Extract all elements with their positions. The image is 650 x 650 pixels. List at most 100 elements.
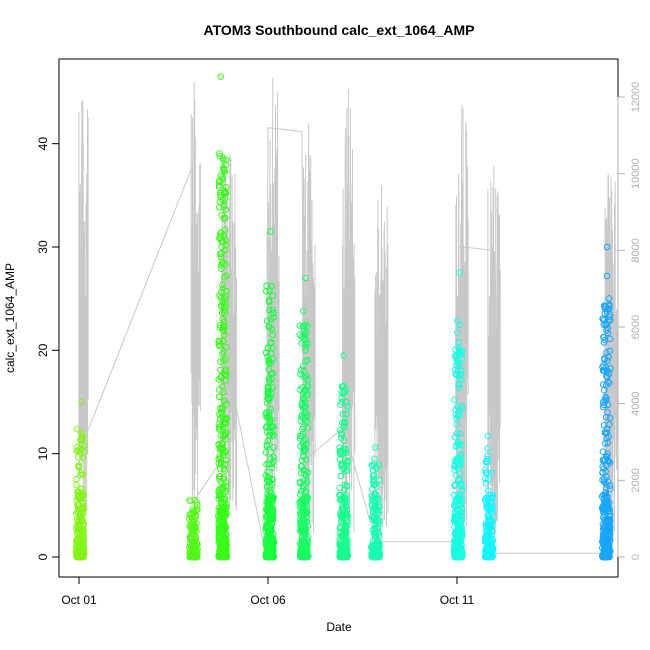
data-point [222, 552, 230, 559]
data-point [599, 403, 607, 411]
data-point [217, 73, 224, 80]
data-point [216, 342, 223, 350]
data-point [599, 469, 607, 476]
data-point [220, 465, 228, 472]
data-point [451, 482, 458, 490]
data-point [264, 475, 272, 482]
data-point [269, 370, 276, 377]
y-tick-label: 0 [36, 553, 50, 560]
data-point [297, 509, 304, 517]
data-point [605, 379, 613, 387]
data-point [301, 551, 309, 559]
data-point [457, 371, 464, 378]
data-point [605, 295, 613, 302]
data-point [302, 274, 309, 282]
data-point [264, 529, 272, 537]
data-point [302, 336, 309, 344]
data-point [268, 429, 275, 437]
data-point [265, 357, 273, 365]
data-point [223, 343, 230, 351]
data-point [339, 383, 347, 390]
data-point [262, 288, 270, 295]
data-point [78, 398, 86, 406]
data-point [221, 226, 229, 233]
data-point [603, 272, 611, 280]
data-point [373, 549, 381, 556]
data-point [270, 458, 277, 465]
data-point [607, 485, 614, 493]
data-point [218, 383, 226, 390]
data-point [600, 514, 607, 521]
data-point [301, 445, 308, 453]
data-point [603, 525, 610, 533]
data-point [268, 516, 275, 524]
data-point [605, 353, 612, 361]
point-series-6 [368, 444, 384, 561]
data-point [606, 525, 614, 532]
data-point [189, 530, 197, 537]
data-point [606, 421, 613, 428]
data-point [455, 549, 462, 556]
data-point [78, 469, 85, 477]
data-point [484, 455, 491, 463]
data-point [270, 454, 277, 461]
data-point [76, 535, 83, 543]
data-point [302, 340, 309, 348]
data-point [344, 459, 351, 467]
data-point [455, 381, 462, 388]
data-point [600, 456, 608, 463]
data-point [304, 424, 312, 432]
data-point [302, 488, 310, 495]
data-point [299, 414, 307, 422]
data-point [342, 510, 349, 517]
data-point [485, 487, 492, 494]
data-point [265, 409, 273, 416]
data-point [601, 476, 608, 483]
data-point [77, 429, 85, 436]
data-point [263, 399, 271, 407]
data-point [190, 520, 198, 528]
data-point [489, 510, 496, 517]
data-point [76, 552, 83, 559]
y-tick-label: 40 [36, 137, 50, 151]
data-point [489, 493, 497, 501]
data-point [451, 537, 458, 544]
data-point [221, 415, 228, 423]
data-point [74, 508, 81, 516]
y2-tick-label: 0 [630, 554, 642, 560]
data-point [222, 448, 229, 456]
data-point [303, 518, 311, 525]
data-point [300, 362, 307, 370]
data-point [458, 532, 466, 540]
data-point [217, 193, 224, 201]
data-point [297, 370, 304, 378]
data-point [269, 432, 276, 440]
data-point [73, 476, 80, 483]
data-point [342, 449, 350, 457]
data-point [79, 530, 87, 537]
data-point [341, 418, 349, 426]
data-point [455, 440, 463, 447]
data-point [300, 322, 308, 330]
y2-tick-label: 8000 [630, 238, 642, 262]
data-point [482, 552, 489, 560]
data-point [303, 329, 310, 337]
secondary-spike [378, 185, 389, 535]
data-point [372, 519, 379, 527]
data-point [264, 468, 271, 476]
data-point [218, 250, 225, 257]
data-point [263, 428, 271, 436]
data-point [270, 444, 277, 451]
data-point [220, 215, 227, 222]
data-point [484, 432, 492, 440]
data-point [299, 395, 307, 402]
data-point [77, 515, 84, 522]
data-point [488, 541, 496, 549]
data-point [371, 455, 378, 463]
data-point [269, 384, 277, 391]
data-point [73, 522, 80, 530]
data-point [194, 502, 201, 509]
data-point [337, 462, 345, 470]
y-tick-label: 30 [36, 240, 50, 254]
